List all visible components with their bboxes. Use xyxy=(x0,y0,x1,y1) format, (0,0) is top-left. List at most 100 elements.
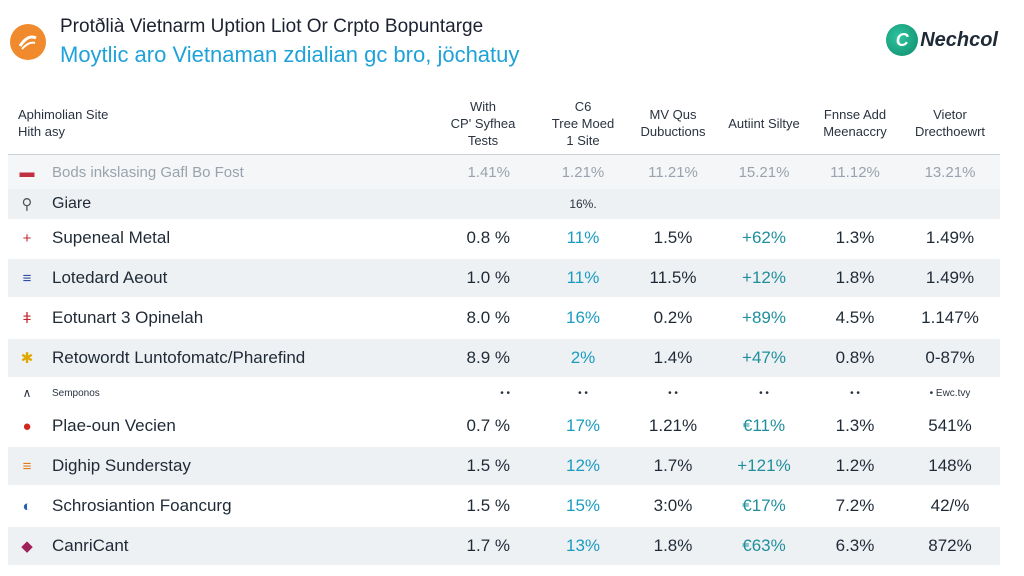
table-row-mini[interactable]: ∧ Semponos • • • • • • • • • • • Ewc.tvy xyxy=(8,378,1000,407)
globe-icon: ◐ xyxy=(22,497,32,515)
cell-value: 15% xyxy=(538,486,628,527)
table-header-row: Aphimolian Site Hith asy With CP' Syfhea Te… xyxy=(8,92,1000,155)
cell-value: 1.0 % xyxy=(428,258,538,299)
cell-value: 11.21% xyxy=(628,154,718,189)
table-row[interactable]: ◆ CanriCant 1.7 % 13% 1.8% €63% 6.3% 872% xyxy=(8,526,1000,567)
brand-icon: C xyxy=(886,24,919,56)
cell-value: 541% xyxy=(900,407,1000,447)
column-header-site-style[interactable]: Autiint Siltye xyxy=(718,92,810,155)
cell-value: 1.4% xyxy=(628,338,718,379)
table-row[interactable]: ≡ Lotedard Aeout 1.0 % 11% 11.5% +12% 1.8% 1.49… xyxy=(8,258,1000,299)
column-header-memory[interactable]: Fnnse Add Meenaccry xyxy=(810,92,900,155)
cell-value: 1.21% xyxy=(628,407,718,447)
table-row[interactable]: ◐ Schrosiantion Foancurg 1.5 % 15% 3:0% €17% 7… xyxy=(8,486,1000,527)
row-name: Plae-oun Vecien xyxy=(52,416,176,435)
cell-value: 6.3% xyxy=(810,526,900,567)
cell-value: 1.3% xyxy=(810,407,900,447)
cell-value: 11.12% xyxy=(810,154,900,189)
cell-value: 17% xyxy=(538,407,628,447)
cell-value: 8.0 % xyxy=(428,298,538,339)
cell-value: • • xyxy=(428,378,538,407)
cell-value: 0.2% xyxy=(628,298,718,339)
circle-icon: ● xyxy=(22,417,32,435)
cell-value: 12% xyxy=(538,446,628,487)
column-header-tests[interactable]: With CP' Syfhea Tests xyxy=(428,92,538,155)
search-icon: ⚲ xyxy=(21,196,33,213)
cell-value: 3:0% xyxy=(628,486,718,527)
cell-value: €17% xyxy=(718,486,810,527)
cell-value: 1.5 % xyxy=(428,446,538,487)
page-subtitle: Moytlic aro Vietnaman zdialian gc bro, j… xyxy=(60,42,520,67)
table-row[interactable]: ● Plae-oun Vecien 0.7 % 17% 1.21% €11% 1.3% 541… xyxy=(8,407,1000,447)
row-name: Eotunart 3 Opinelah xyxy=(52,308,204,327)
cell-value: 11.5% xyxy=(628,258,718,299)
cell-value: 1.8% xyxy=(810,258,900,299)
column-header-direction[interactable]: Vietor Drecthoewrt xyxy=(900,92,1000,155)
cell-value: 1.7 % xyxy=(428,526,538,567)
cell-value: +47% xyxy=(718,338,810,379)
cell-value: 1.49% xyxy=(900,258,1000,299)
row-name: Supeneal Metal xyxy=(52,228,171,247)
cell-value: 1.2% xyxy=(810,446,900,487)
cell-value: 16% xyxy=(538,298,628,339)
cell-value: 1.147% xyxy=(900,298,1000,339)
chevron-up-icon: ∧ xyxy=(22,386,32,400)
table-row-faint[interactable]: ▬ Bods inkslasing Gafl Bo Fost 1.41% 1.2… xyxy=(8,154,1000,189)
cell-value: 4.5% xyxy=(810,298,900,339)
row-name: CanriCant xyxy=(52,536,129,555)
cell-value: • Ewc.tvy xyxy=(900,378,1000,407)
cell-value: 1.8% xyxy=(628,526,718,567)
cell-value: 1.7% xyxy=(628,446,718,487)
cell-value: • • xyxy=(538,378,628,407)
cell-value: 1.5% xyxy=(628,219,718,259)
page-header: Protðlià Vietnarm Uption Liot Or Crpto B… xyxy=(0,0,1024,90)
cell-value: • • xyxy=(628,378,718,407)
cell-value: €11% xyxy=(718,407,810,447)
page-title: Protðlià Vietnarm Uption Liot Or Crpto B… xyxy=(60,16,484,37)
table-row[interactable]: ≡ Dighip Sunderstay 1.5 % 12% 1.7% +121% 1.2% 1… xyxy=(8,446,1000,487)
cell-value: 0.8% xyxy=(810,338,900,379)
cell-value: 15.21% xyxy=(718,154,810,189)
table-row[interactable]: ✱ Retowordt Luntofomatc/Pharefind 8.9 % 2% 1… xyxy=(8,338,1000,379)
pin-icon: ǂ xyxy=(22,309,32,327)
cell-value: 1.41% xyxy=(428,154,538,189)
cell-value: +12% xyxy=(718,258,810,299)
cell-value: 42/% xyxy=(900,486,1000,527)
crypto-table: Aphimolian Site Hith asy With CP' Syfhea Te… xyxy=(8,92,1000,567)
row-name: Dighip Sunderstay xyxy=(52,456,191,475)
cell-value: 0.7 % xyxy=(428,407,538,447)
cell-value: 0-87% xyxy=(900,338,1000,379)
table-body-b: ● Plae-oun Vecien 0.7 % 17% 1.21% €11% 1.3% 541… xyxy=(8,407,1000,567)
brand-logo-icon xyxy=(10,24,46,60)
column-header-tree-mode[interactable]: C6 Tree Moed 1 Site xyxy=(538,92,628,155)
cell-value: €63% xyxy=(718,526,810,567)
flag-icon: ≡ xyxy=(22,457,32,475)
brand-name: Nechcol xyxy=(920,28,998,51)
group-label: Giare xyxy=(52,195,92,212)
column-header-deductions[interactable]: MV Qus Dubuctions xyxy=(628,92,718,155)
cell-value: 1.49% xyxy=(900,219,1000,259)
brand-mark[interactable]: C Nechcol xyxy=(886,24,998,56)
star-icon: ✱ xyxy=(20,350,34,367)
group-value: 16%. xyxy=(538,189,628,219)
table-row[interactable]: ǂ Eotunart 3 Opinelah 8.0 % 16% 0.2% +89% 4.5%… xyxy=(8,298,1000,339)
plus-icon: + xyxy=(22,229,32,247)
cell-value: 13% xyxy=(538,526,628,567)
cell-value: 872% xyxy=(900,526,1000,567)
cell-value: +121% xyxy=(718,446,810,487)
cell-value: • • xyxy=(810,378,900,407)
cell-value: 11% xyxy=(538,258,628,299)
row-name: Lotedard Aeout xyxy=(52,268,168,287)
cell-value: 7.2% xyxy=(810,486,900,527)
column-header-site[interactable]: Aphimolian Site Hith asy xyxy=(8,92,428,155)
cell-value: 11% xyxy=(538,219,628,259)
cell-value: 13.21% xyxy=(900,154,1000,189)
cell-value: 8.9 % xyxy=(428,338,538,379)
cell-value: +89% xyxy=(718,298,810,339)
table-row[interactable]: + Supeneal Metal 0.8 % 11% 1.5% +62% 1.3% 1.49% xyxy=(8,219,1000,259)
row-label: Bods inkslasing Gafl Bo Fost xyxy=(52,163,244,181)
cell-value: 2% xyxy=(538,338,628,379)
group-row[interactable]: ⚲ Giare 16%. xyxy=(8,189,1000,219)
cell-value: 1.3% xyxy=(810,219,900,259)
row-name: Schrosiantion Foancurg xyxy=(52,496,232,515)
